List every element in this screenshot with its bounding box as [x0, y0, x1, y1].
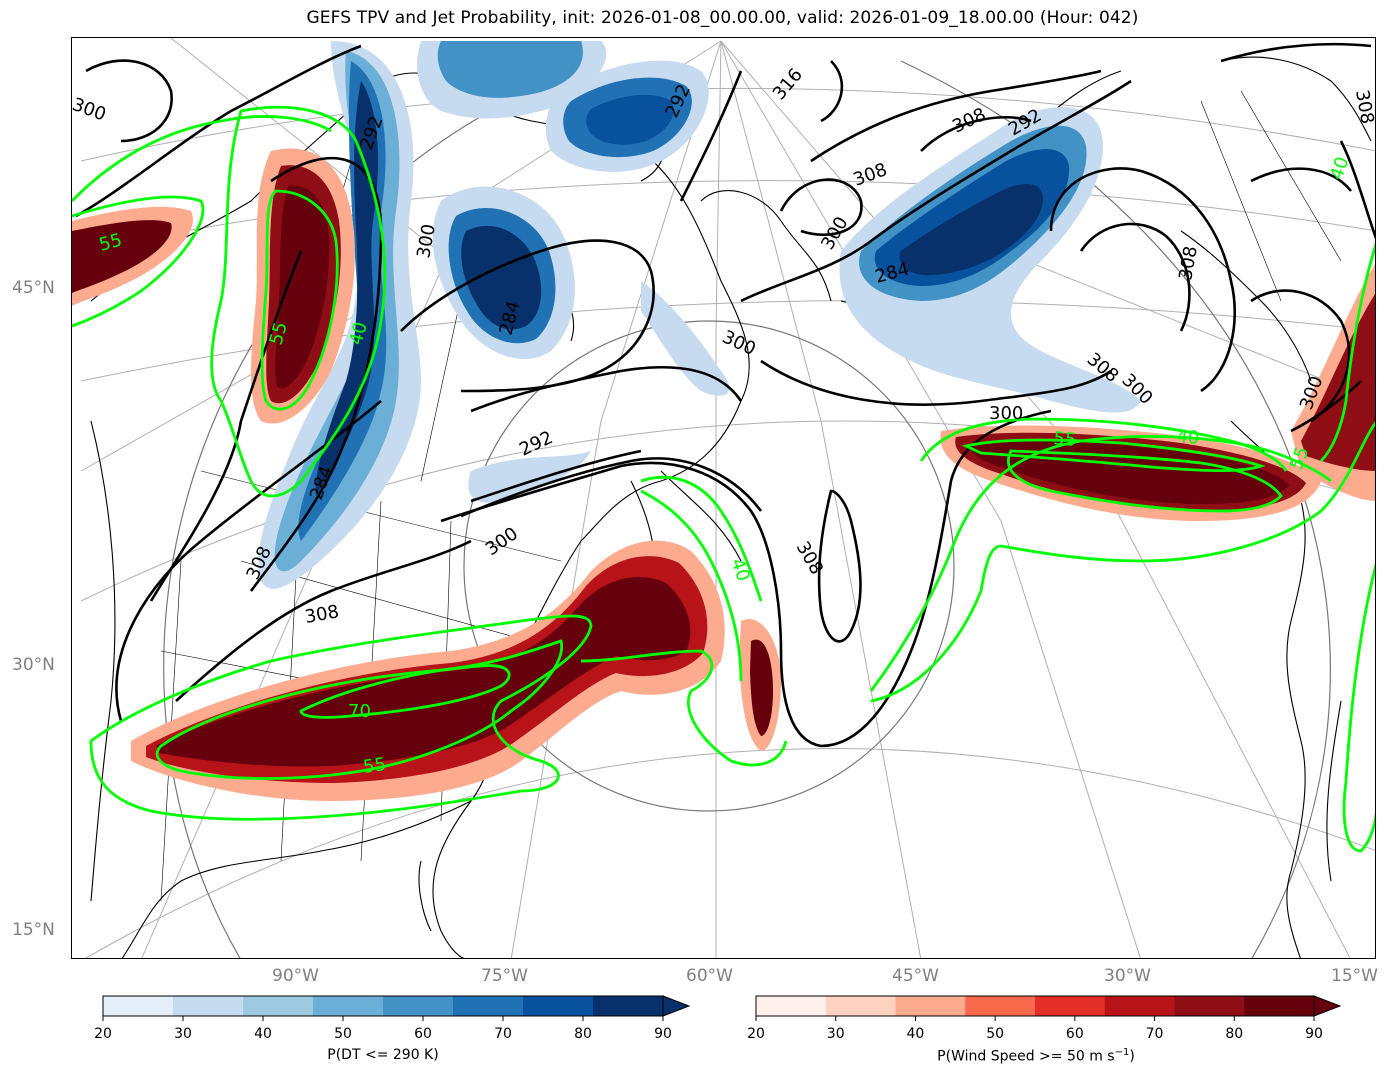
lon-label-60w: 60°W	[686, 966, 733, 986]
dt-label: 308	[851, 159, 890, 190]
colorbar-swatch	[453, 996, 524, 1016]
dt-label: 300	[989, 403, 1023, 424]
lon-label-30w: 30°W	[1104, 966, 1151, 986]
colorbar-tick-label: 70	[494, 1026, 512, 1042]
dt-contour-labels: 300 292 284 300 292 284 308 300 292 284 …	[72, 64, 1376, 628]
colorbar-swatch	[756, 996, 827, 1016]
wind-colorbar-label: P(Wind Speed >= 50 m s−1)	[756, 1047, 1316, 1065]
jet-contours	[72, 105, 1375, 853]
dt-label: 316	[769, 64, 807, 104]
jet-label: 55	[1053, 428, 1078, 451]
jet-label: 40	[1176, 426, 1201, 449]
dt-label: 300	[482, 523, 522, 560]
wind-label-prefix: P(Wind Speed >= 50 m s	[937, 1048, 1115, 1065]
colorbar-tick-label: 40	[254, 1026, 272, 1042]
jet-label: 40	[726, 556, 754, 585]
lat-label-15n: 15°N	[12, 920, 55, 940]
lat-label-45n: 45°N	[12, 278, 55, 298]
dt-colorbar-swatches	[102, 995, 691, 1021]
colorbar-tick-label: 20	[94, 1026, 112, 1042]
colorbar-outline	[755, 995, 1315, 1017]
colorbar-tick-label: 30	[826, 1026, 845, 1042]
colorbar-swatch	[1035, 996, 1106, 1016]
dt-label: 308	[1351, 88, 1376, 125]
colorbar-tick-label: 70	[1145, 1026, 1164, 1042]
dt-colorbar	[102, 995, 691, 1021]
map-panel[interactable]: 300 292 284 300 292 284 308 300 292 284 …	[71, 37, 1376, 959]
colorbar-swatch	[1174, 996, 1245, 1016]
jet-label: 55	[362, 754, 388, 778]
wind-colorbar-swatches	[755, 995, 1342, 1021]
colorbar-tick-label: 60	[1065, 1026, 1084, 1042]
colorbar-swatch	[313, 996, 384, 1016]
colorbar-tick-label: 50	[986, 1026, 1005, 1042]
colorbar-extend-arrow	[1313, 995, 1342, 1017]
map-canvas: 300 292 284 300 292 284 308 300 292 284 …	[72, 38, 1376, 958]
lon-label-75w: 75°W	[481, 966, 528, 986]
jet-label: 70	[348, 701, 371, 722]
colorbar-swatch	[1104, 996, 1175, 1016]
colorbar-outline	[102, 995, 664, 1017]
colorbar-swatch	[825, 996, 896, 1016]
dt-label: 308	[303, 601, 340, 628]
wind-colorbar	[755, 995, 1342, 1021]
colorbar-tick-label: 80	[1225, 1026, 1244, 1042]
dt-label: 308	[1175, 244, 1202, 281]
colorbar-tick-label: 60	[414, 1026, 432, 1042]
colorbar-tick-label: 90	[654, 1026, 672, 1042]
colorbar-tick-label: 90	[1305, 1026, 1323, 1042]
colorbar-extend-arrow	[662, 995, 691, 1017]
colorbar-swatch	[895, 996, 966, 1016]
lon-label-45w: 45°W	[892, 966, 939, 986]
colorbar-swatch	[383, 996, 454, 1016]
dt-label: 300	[72, 94, 109, 125]
dt-contours	[75, 42, 1375, 748]
lon-label-90w: 90°W	[272, 966, 319, 986]
colorbar-tick-label: 30	[174, 1026, 192, 1042]
colorbar-swatch	[103, 996, 174, 1016]
lon-label-15w: 15°W	[1331, 966, 1378, 986]
colorbar-swatch	[173, 996, 244, 1016]
colorbar-swatch	[523, 996, 594, 1016]
colorbar-tick-label: 80	[574, 1026, 592, 1042]
dt-label: 292	[516, 427, 556, 461]
colorbar-tick-label: 20	[747, 1026, 765, 1042]
dt-label: 300	[719, 326, 759, 360]
wind-label-suffix: )	[1129, 1048, 1135, 1065]
dt-label: 308	[949, 104, 989, 138]
chart-title: GEFS TPV and Jet Probability, init: 2026…	[306, 8, 1139, 28]
colorbar-swatch	[243, 996, 314, 1016]
colorbar-swatch	[593, 996, 664, 1016]
colorbar-tick-label: 50	[334, 1026, 352, 1042]
colorbar-tick-label: 40	[906, 1026, 925, 1042]
dt-probability-fill	[258, 41, 1141, 589]
wind-label-exp: −1	[1114, 1047, 1130, 1058]
colorbar-swatch	[965, 996, 1036, 1016]
dt-colorbar-label: P(DT <= 290 K)	[327, 1047, 439, 1063]
lat-label-30n: 30°N	[12, 655, 55, 675]
colorbar-swatch	[1244, 996, 1315, 1016]
